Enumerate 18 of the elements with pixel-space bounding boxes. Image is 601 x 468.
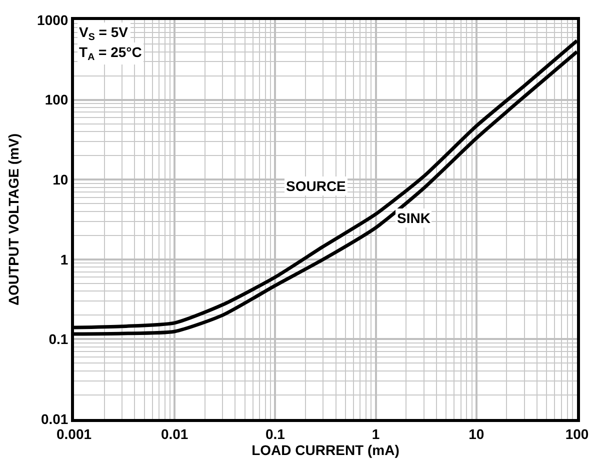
x-tick-label: 100 bbox=[565, 426, 589, 442]
y-tick-label: 100 bbox=[44, 92, 68, 108]
annotation: T$_{A}$ = 25°C bbox=[79, 44, 142, 63]
x-tick-label: 1 bbox=[372, 426, 380, 442]
x-tick-label: 10 bbox=[468, 426, 484, 442]
x-axis-title: LOAD CURRENT (mA) bbox=[252, 442, 400, 458]
x-tick-label: 0.001 bbox=[56, 426, 92, 442]
series-label: SINK bbox=[397, 210, 430, 226]
y-tick-label: 1000 bbox=[37, 12, 68, 28]
y-tick-label: 1 bbox=[60, 251, 68, 268]
y-tick-label: 0.1 bbox=[48, 331, 68, 348]
annotation: V$_{S}$ = 5V bbox=[79, 24, 129, 43]
text: SOURCE bbox=[286, 178, 346, 194]
y-tick-label: 0.01 bbox=[40, 410, 68, 427]
x-tick-label: 0.1 bbox=[265, 426, 286, 442]
y-axis-title: ΔOUTPUT VOLTAGE (mV) bbox=[6, 133, 22, 306]
y-tick-label: 10 bbox=[52, 172, 68, 188]
x-tick-label: 0.01 bbox=[160, 426, 188, 442]
